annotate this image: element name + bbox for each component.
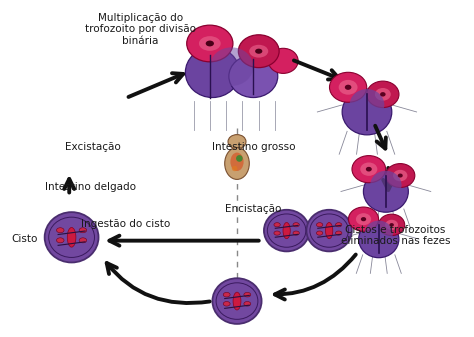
Ellipse shape [232, 166, 237, 171]
Ellipse shape [229, 55, 278, 97]
Ellipse shape [212, 278, 262, 324]
Ellipse shape [238, 35, 279, 68]
Text: Intestino grosso: Intestino grosso [212, 142, 295, 152]
Ellipse shape [379, 214, 405, 236]
Ellipse shape [293, 223, 299, 227]
Ellipse shape [365, 221, 393, 246]
Ellipse shape [367, 81, 399, 108]
Ellipse shape [364, 171, 408, 212]
Ellipse shape [225, 148, 249, 179]
Ellipse shape [199, 36, 221, 51]
Ellipse shape [339, 80, 357, 95]
Ellipse shape [244, 293, 251, 297]
Ellipse shape [352, 156, 386, 183]
Ellipse shape [187, 25, 233, 62]
Ellipse shape [329, 72, 367, 102]
Ellipse shape [283, 222, 290, 239]
Ellipse shape [56, 238, 64, 243]
Ellipse shape [230, 153, 244, 171]
Ellipse shape [366, 167, 372, 172]
Ellipse shape [317, 223, 323, 227]
Ellipse shape [223, 302, 230, 306]
Text: Cisto: Cisto [11, 234, 37, 244]
Ellipse shape [359, 221, 399, 258]
Ellipse shape [356, 213, 371, 225]
Text: Intestino delgado: Intestino delgado [45, 182, 136, 192]
Ellipse shape [185, 47, 240, 97]
Text: Cistos e trofozoitos
eliminados nas fezes: Cistos e trofozoitos eliminados nas feze… [341, 225, 450, 246]
Ellipse shape [45, 212, 99, 263]
Ellipse shape [268, 48, 298, 73]
Ellipse shape [326, 222, 333, 239]
Ellipse shape [361, 217, 366, 221]
Ellipse shape [385, 220, 398, 230]
Ellipse shape [386, 163, 415, 187]
Ellipse shape [79, 228, 87, 233]
Ellipse shape [317, 231, 323, 235]
Ellipse shape [206, 40, 214, 47]
Text: Multiplicação do
trofozoito por divisão
binária: Multiplicação do trofozoito por divisão … [85, 12, 196, 46]
Ellipse shape [375, 88, 391, 101]
Ellipse shape [233, 292, 241, 310]
Ellipse shape [389, 223, 394, 227]
Ellipse shape [210, 47, 253, 86]
Ellipse shape [336, 223, 342, 227]
Ellipse shape [348, 207, 379, 231]
Ellipse shape [56, 228, 64, 233]
Ellipse shape [336, 231, 342, 235]
Ellipse shape [79, 238, 87, 243]
Ellipse shape [274, 231, 280, 235]
Ellipse shape [398, 174, 403, 178]
Text: Encistação: Encistação [225, 204, 282, 214]
Ellipse shape [350, 89, 384, 121]
Ellipse shape [307, 210, 352, 251]
Ellipse shape [255, 49, 262, 54]
Ellipse shape [293, 231, 299, 235]
Text: Ingestão do cisto: Ingestão do cisto [82, 219, 171, 229]
Ellipse shape [370, 171, 401, 200]
Ellipse shape [223, 293, 230, 297]
Ellipse shape [249, 45, 268, 58]
Ellipse shape [360, 162, 377, 176]
Ellipse shape [236, 155, 243, 162]
Ellipse shape [380, 92, 386, 96]
Ellipse shape [228, 134, 246, 149]
Ellipse shape [274, 223, 280, 227]
Ellipse shape [342, 89, 392, 135]
Ellipse shape [244, 302, 251, 306]
Ellipse shape [67, 227, 76, 247]
Ellipse shape [345, 85, 351, 90]
Ellipse shape [264, 210, 310, 251]
Text: Excistação: Excistação [65, 142, 121, 152]
Ellipse shape [393, 170, 408, 181]
